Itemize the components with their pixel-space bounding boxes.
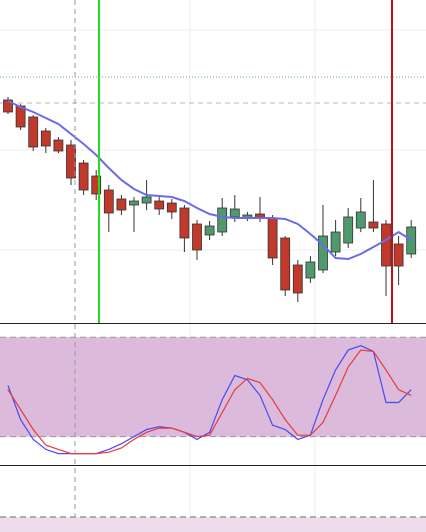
candle-body	[91, 175, 102, 195]
candle-body	[229, 208, 240, 218]
candle-body	[129, 200, 139, 206]
candle-body	[368, 221, 379, 229]
candle-body	[343, 216, 354, 244]
candle-body	[103, 189, 114, 214]
candle-body	[3, 99, 13, 113]
candle-body	[330, 231, 341, 253]
candle-body	[393, 243, 404, 267]
candle-body	[406, 226, 417, 255]
candle-body	[355, 211, 366, 229]
candle-body	[40, 130, 51, 147]
candle-body	[204, 225, 215, 236]
candle-body	[318, 235, 328, 271]
candle-body	[154, 200, 165, 210]
candle-body	[267, 217, 278, 259]
candle-body	[141, 196, 152, 204]
candle-body	[305, 261, 316, 279]
candle-body	[166, 202, 177, 213]
candle-body	[53, 139, 64, 152]
candle-body	[292, 264, 303, 294]
candle-body	[78, 162, 89, 191]
candle-body	[192, 223, 202, 251]
candle-body	[179, 207, 190, 239]
candle-body	[116, 198, 127, 211]
oscillator-band	[0, 337, 426, 437]
candle-body	[381, 223, 391, 267]
candle-body	[66, 144, 76, 179]
candle-body	[28, 116, 39, 148]
candle-body	[217, 207, 228, 233]
candle-body	[280, 237, 291, 291]
lower-panel-band	[0, 517, 426, 532]
plot	[0, 97, 426, 455]
